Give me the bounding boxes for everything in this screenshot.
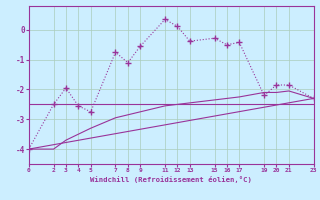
X-axis label: Windchill (Refroidissement éolien,°C): Windchill (Refroidissement éolien,°C) [90,176,252,183]
